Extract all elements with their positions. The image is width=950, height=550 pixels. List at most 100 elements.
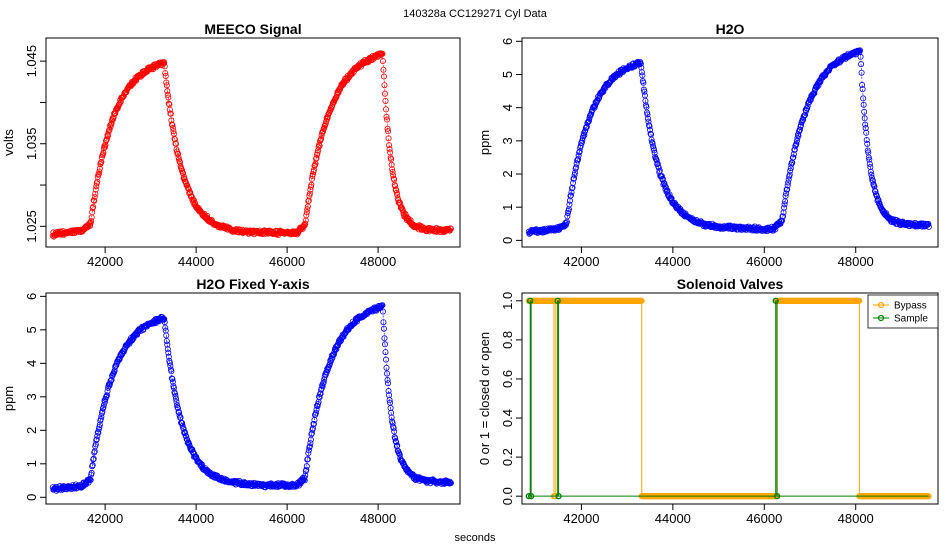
data-point [105, 132, 112, 139]
data-connector [790, 162, 793, 165]
data-connector [649, 126, 651, 131]
data-connector [571, 188, 573, 193]
data-connector [860, 56, 862, 65]
data-connector [167, 94, 169, 98]
data-point [595, 95, 602, 102]
data-point [388, 161, 395, 168]
data-connector [781, 220, 783, 222]
data-point [571, 175, 578, 182]
data-connector [90, 217, 92, 222]
data-point [92, 190, 99, 197]
data-connector [801, 119, 803, 122]
data-connector [390, 159, 392, 165]
data-connector [380, 53, 382, 56]
data-connector [643, 89, 645, 92]
data-connector [187, 187, 189, 189]
data-point [585, 118, 592, 125]
data-point [308, 181, 315, 188]
data-point [100, 149, 107, 156]
data-connector [384, 93, 386, 101]
data-point [781, 204, 788, 211]
data-connector [867, 150, 869, 153]
data-connector [112, 117, 114, 120]
data-connector [91, 465, 93, 467]
data-connector [95, 439, 98, 441]
x-tick-label: 42000 [87, 254, 123, 269]
data-point [437, 228, 444, 235]
y-tick-label: 6 [500, 38, 515, 45]
data-connector [385, 359, 387, 368]
data-point [592, 102, 599, 109]
data-point [191, 199, 198, 206]
data-connector [174, 138, 176, 140]
data-point [804, 103, 811, 110]
data-connector [171, 124, 173, 126]
data-connector [586, 123, 588, 127]
data-connector [669, 194, 671, 199]
data-connector [410, 220, 412, 223]
data-point [563, 218, 570, 225]
y-tick-label: 0.8 [500, 331, 515, 349]
data-connector [169, 109, 171, 114]
data-point [318, 135, 325, 142]
data-connector [106, 395, 108, 397]
data-connector [798, 131, 800, 136]
data-connector [110, 123, 112, 125]
data-point [384, 125, 391, 132]
data-connector [169, 360, 171, 363]
data-connector [647, 114, 649, 119]
data-point [95, 171, 102, 178]
data-point [447, 225, 454, 232]
data-connector [594, 105, 596, 108]
y-tick-label: 1 [24, 460, 39, 467]
x-tick-label: 44000 [655, 511, 691, 526]
data-connector [650, 134, 652, 140]
data-connector [90, 472, 92, 475]
data-point [105, 129, 112, 136]
data-point [96, 168, 103, 175]
data-connector [449, 228, 451, 231]
data-connector [320, 138, 322, 140]
data-connector [307, 201, 309, 207]
data-point [638, 64, 645, 71]
data-connector [864, 124, 866, 129]
x-tick-label: 48000 [838, 254, 874, 269]
data-point [305, 198, 312, 205]
data-point [644, 115, 651, 122]
data-connector [103, 404, 105, 408]
data-connector [865, 132, 868, 140]
data-point [389, 168, 396, 175]
data-connector [312, 171, 314, 175]
data-point [781, 201, 788, 208]
data-connector [168, 103, 170, 105]
data-point [647, 127, 654, 134]
data-point [784, 182, 791, 189]
data-point [586, 115, 593, 122]
data-point [637, 60, 644, 67]
data-connector [579, 147, 581, 152]
x-tick-label: 44000 [178, 511, 214, 526]
data-connector [93, 196, 96, 201]
data-connector [798, 130, 800, 132]
data-connector [571, 187, 573, 189]
data-connector [862, 89, 864, 99]
data-point [655, 164, 662, 171]
data-point [315, 144, 322, 151]
data-connector [193, 200, 195, 205]
data-connector [861, 85, 863, 90]
data-connector [313, 169, 315, 172]
data-point [320, 128, 327, 135]
data-point [386, 142, 393, 149]
data-connector [388, 138, 390, 146]
data-point [379, 50, 386, 57]
data-connector [89, 223, 91, 226]
data-connector [383, 69, 385, 77]
data-connector [866, 139, 868, 144]
data-connector [169, 104, 171, 110]
data-point [386, 146, 393, 153]
data-connector [591, 110, 593, 113]
data-connector [385, 100, 387, 110]
data-connector [386, 119, 388, 129]
data-connector [305, 469, 307, 472]
